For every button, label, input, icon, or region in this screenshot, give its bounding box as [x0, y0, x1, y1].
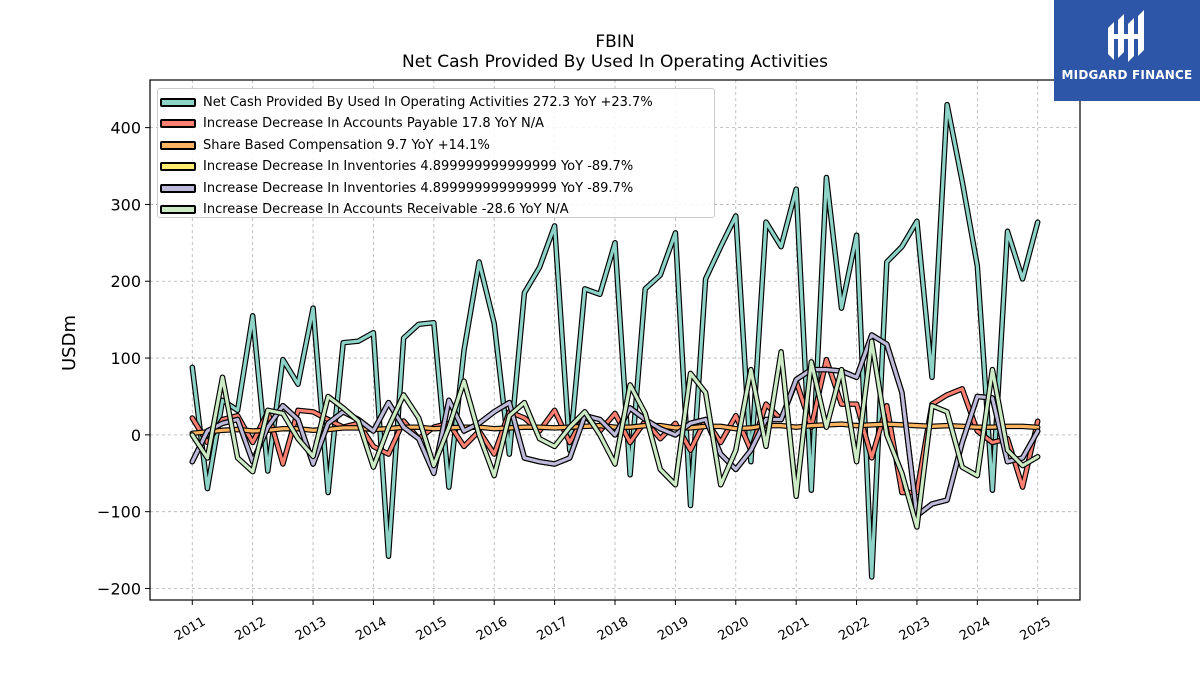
- series-line-group: [189, 338, 1041, 530]
- y-tick-label: −100: [97, 503, 141, 522]
- y-tick-label: −200: [97, 579, 141, 598]
- chart-legend: Net Cash Provided By Used In Operating A…: [157, 88, 715, 218]
- x-tick-label: 2022: [836, 614, 872, 644]
- x-tick-label: 2020: [716, 614, 752, 644]
- brand-logo: MIDGARD FINANCE: [1054, 0, 1200, 101]
- legend-label: Increase Decrease In Inventories 4.89999…: [203, 180, 634, 196]
- x-tick-label: 2024: [957, 614, 993, 644]
- series-line-group: [189, 332, 1041, 519]
- x-tick-label: 2019: [655, 614, 691, 644]
- legend-label: Increase Decrease In Accounts Payable 17…: [203, 116, 545, 132]
- legend-item: Increase Decrease In Inventories 4.89999…: [158, 178, 714, 199]
- logo-mark-icon: [1108, 10, 1144, 62]
- y-axis-label: USDm: [59, 315, 80, 371]
- x-tick-label: 2015: [414, 614, 450, 644]
- legend-label: Increase Decrease In Inventories 4.89999…: [203, 159, 634, 175]
- legend-swatch: [160, 204, 196, 214]
- series-lines: [189, 101, 1041, 580]
- x-tick-label: 2014: [353, 614, 389, 644]
- x-tick-label: 2023: [897, 614, 933, 644]
- legend-label: Share Based Compensation 9.7 YoY +14.1%: [203, 137, 490, 153]
- legend-item: Increase Decrease In Inventories 4.89999…: [158, 156, 714, 177]
- series-line: [190, 333, 1040, 518]
- series-line: [190, 422, 1040, 435]
- chart-subtitle: Net Cash Provided By Used In Operating A…: [402, 52, 828, 72]
- y-tick-label: 400: [110, 119, 141, 138]
- x-tick-label: 2018: [595, 614, 631, 644]
- y-tick-label: 300: [110, 195, 141, 214]
- x-tick-label: 2011: [172, 614, 208, 644]
- legend-item: Increase Decrease In Accounts Receivable…: [158, 199, 714, 220]
- y-tick-label: 100: [110, 349, 141, 368]
- x-tick-label: 2021: [776, 614, 812, 644]
- x-tick-label: 2017: [534, 614, 570, 644]
- series-line-group: [189, 421, 1041, 437]
- legend-swatch: [160, 98, 196, 107]
- legend-swatch: [160, 183, 196, 193]
- legend-label: Net Cash Provided By Used In Operating A…: [203, 95, 653, 110]
- logo-text: MIDGARD FINANCE: [1061, 68, 1193, 82]
- x-tick-label: 2013: [293, 614, 329, 644]
- legend-label: Increase Decrease In Accounts Receivable…: [203, 201, 569, 217]
- series-line: [190, 339, 1040, 529]
- y-tick-label: 200: [110, 272, 141, 291]
- legend-item: Share Based Compensation 9.7 YoY +14.1%: [158, 135, 714, 156]
- legend-item: Net Cash Provided By Used In Operating A…: [158, 92, 714, 113]
- x-tick-label: 2016: [474, 614, 510, 644]
- x-tick-label: 2025: [1018, 614, 1054, 644]
- y-tick-label: 0: [131, 426, 141, 445]
- x-tick-label: 2012: [233, 614, 269, 644]
- series-line: [190, 102, 1040, 579]
- legend-swatch: [160, 140, 196, 150]
- legend-swatch: [160, 162, 196, 172]
- series-line-group: [189, 101, 1041, 580]
- legend-swatch: [160, 119, 196, 129]
- chart-title: FBIN: [595, 32, 635, 52]
- legend-item: Increase Decrease In Accounts Payable 17…: [158, 113, 714, 134]
